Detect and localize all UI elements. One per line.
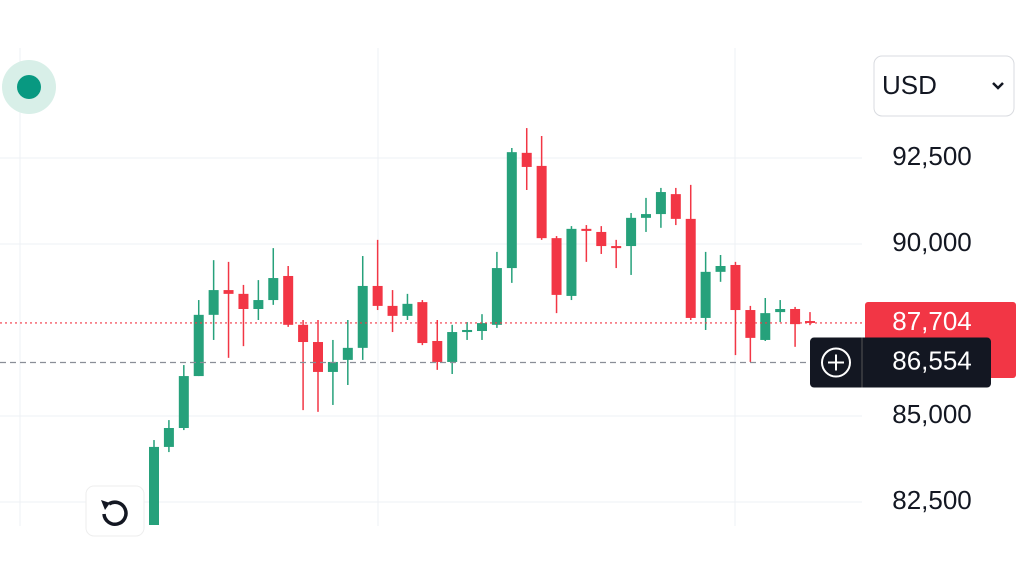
candle-body xyxy=(685,218,696,318)
candle-body xyxy=(163,428,174,447)
candle-body xyxy=(462,329,473,333)
last-price-label: 87,704 xyxy=(892,306,972,336)
currency-select[interactable]: USD xyxy=(873,55,1015,117)
candle-body xyxy=(253,300,264,309)
candle-body xyxy=(238,293,249,309)
candle-body xyxy=(670,194,681,219)
reset-button[interactable] xyxy=(85,485,145,537)
candle-body xyxy=(372,285,383,306)
candle-body xyxy=(805,321,815,323)
candle-body xyxy=(327,361,338,372)
status-dot xyxy=(17,75,41,99)
candle-body xyxy=(298,324,309,343)
crosshair-box xyxy=(810,337,991,388)
candle-body xyxy=(641,214,651,218)
currency-label: USD xyxy=(882,70,937,100)
y-tick-label: 85,000 xyxy=(892,399,972,429)
candles xyxy=(149,128,815,525)
chevron xyxy=(992,82,1004,90)
candle-body xyxy=(551,238,562,295)
y-tick-label: 92,500 xyxy=(892,141,972,171)
candle-body xyxy=(596,231,607,247)
candle-body xyxy=(491,268,502,325)
candle-body xyxy=(417,302,428,344)
candle-body xyxy=(193,314,204,377)
candle-body xyxy=(715,266,726,272)
candle-body xyxy=(432,340,443,362)
candle-body xyxy=(149,446,159,525)
candle-body xyxy=(521,152,532,167)
candle-body xyxy=(357,285,368,348)
candle-body xyxy=(611,246,622,249)
candle-body xyxy=(536,165,547,239)
candle-body xyxy=(655,192,666,215)
candle-body xyxy=(626,217,637,247)
y-tick-label: 82,500 xyxy=(892,485,972,515)
candle-body xyxy=(447,332,458,362)
reset-icon xyxy=(102,500,128,526)
currency-box[interactable] xyxy=(873,55,1015,117)
candle-body xyxy=(566,228,577,296)
candle-body xyxy=(178,376,189,429)
candle-body xyxy=(775,308,786,313)
candle-body xyxy=(268,278,279,301)
candle-body xyxy=(477,323,487,332)
crosshair-label: 86,554 xyxy=(892,345,972,375)
candle-body xyxy=(745,310,756,338)
overlay: 87,704 86,554 xyxy=(0,301,1016,388)
candle-body xyxy=(790,308,801,325)
candle-body xyxy=(283,275,294,325)
reset-arrow xyxy=(101,500,110,510)
add-alert-plus xyxy=(828,354,844,371)
candle-body xyxy=(342,347,353,360)
reset-bg[interactable] xyxy=(85,485,145,537)
candle-body xyxy=(506,152,517,269)
candle-body xyxy=(760,313,771,340)
candle-body xyxy=(387,305,398,316)
candle-body xyxy=(700,271,711,318)
candle-body xyxy=(730,264,741,311)
candle-body xyxy=(208,290,219,315)
add-alert-icon xyxy=(821,347,851,378)
candle-body xyxy=(402,303,413,316)
y-tick-label: 90,000 xyxy=(892,227,972,257)
candle-body xyxy=(223,290,234,294)
candle-body xyxy=(581,228,592,231)
candle-body xyxy=(313,342,323,372)
